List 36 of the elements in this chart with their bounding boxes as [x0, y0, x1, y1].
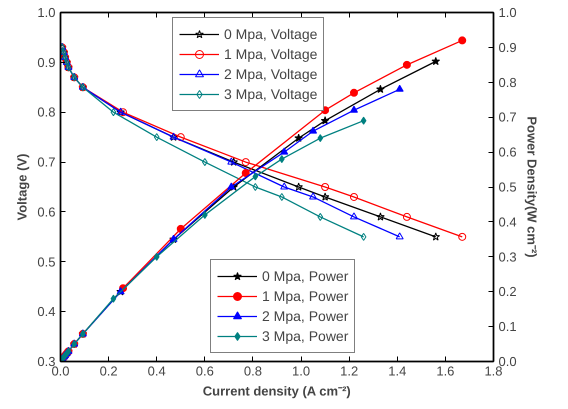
x-tick-label: 1.2	[340, 364, 358, 378]
y2-tick-label: 0.3	[498, 249, 517, 264]
y-tick-label: 0.9	[37, 54, 56, 70]
legend-label: 1 Mpa, Voltage	[224, 46, 318, 62]
legend-label: 0 Mpa, Power	[262, 268, 348, 284]
y-tick-label: 0.7	[37, 154, 56, 170]
x-tick-label: 1.6	[436, 364, 454, 378]
y-axis-title: Voltage (V)	[14, 154, 30, 220]
y-tick-label: 0.6	[37, 204, 56, 220]
y2-tick-label: 0.7	[498, 110, 517, 125]
legend-label: 1 Mpa, Power	[262, 288, 348, 304]
y2-tick-label: 1.0	[498, 5, 517, 20]
x-axis-title: Current density (A cm⁻²)	[202, 384, 351, 398]
legend-label: 3 Mpa, Power	[262, 328, 348, 344]
y2-tick-label: 0.8	[498, 74, 517, 90]
y2-tick-label: 0.5	[498, 180, 517, 194]
y2-tick-label: 0.2	[498, 284, 517, 300]
x-tick-label: 0.4	[148, 364, 166, 378]
legend-label: 2 Mpa, Power	[262, 308, 348, 324]
y2-tick-label: 0.4	[498, 214, 517, 230]
y-tick-label: 1.0	[37, 5, 56, 20]
y2-tick-label: 0.9	[498, 40, 517, 55]
legend-label: 0 Mpa, Voltage	[224, 26, 318, 42]
y2-tick-label: 0.6	[498, 144, 517, 160]
x-tick-label: 1.0	[292, 364, 310, 378]
y-tick-label: 0.4	[37, 304, 56, 320]
x-tick-label: 0.8	[244, 364, 262, 378]
x-tick-label: 0.2	[100, 364, 118, 378]
x-tick-label: 0.6	[196, 364, 214, 378]
legend-label: 2 Mpa, Voltage	[224, 66, 318, 82]
x-tick-label: 1.4	[388, 364, 406, 378]
y2-axis-title: Power Density(W cm⁻²)	[524, 116, 540, 258]
y-tick-label: 0.5	[37, 254, 56, 270]
y2-tick-label: 0.1	[498, 319, 517, 334]
legend-label: 3 Mpa, Voltage	[224, 86, 318, 102]
y-tick-label: 0.8	[37, 104, 56, 120]
